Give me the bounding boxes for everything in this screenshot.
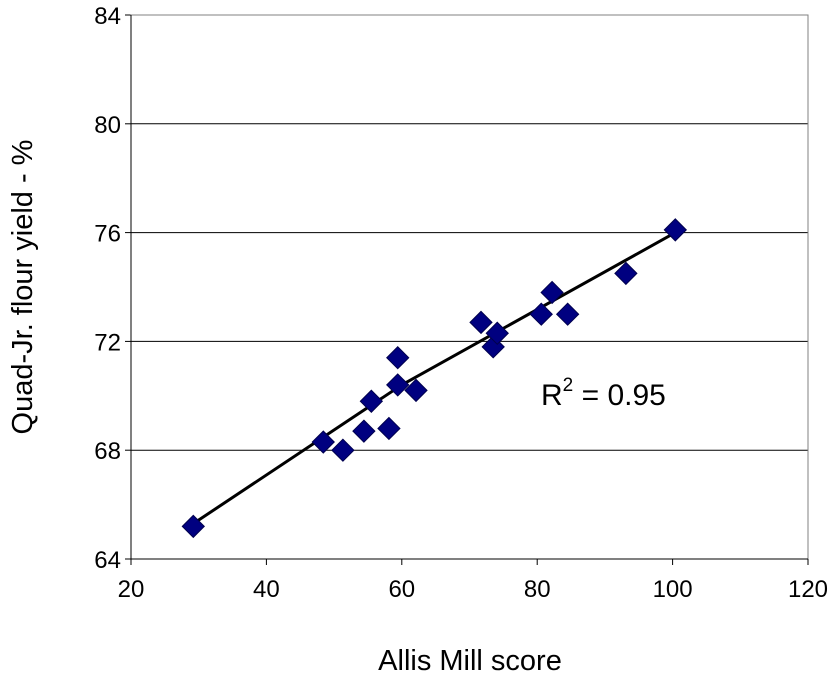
data-point [386, 346, 410, 370]
r-squared-annotation: R2 = 0.95 [541, 375, 666, 412]
y-tick-label: 68 [94, 438, 121, 465]
y-axis-title: Quad-Jr. flour yield - % [7, 140, 39, 435]
data-point [386, 373, 410, 397]
data-point [311, 430, 335, 454]
data-point [331, 438, 355, 462]
data-point [404, 378, 428, 403]
y-tick-label: 64 [94, 547, 121, 574]
data-point [181, 514, 205, 539]
x-tick-label: 100 [653, 576, 693, 603]
data-point [555, 302, 580, 326]
data-point [540, 280, 564, 305]
x-axis-title: Allis Mill score [378, 645, 562, 677]
y-tick-label: 72 [94, 329, 121, 356]
annotation-base: R [541, 379, 563, 412]
x-tick-label: 80 [524, 576, 551, 603]
x-tick-label: 40 [253, 576, 280, 603]
data-point [359, 389, 384, 413]
data-point [377, 416, 401, 441]
data-point [469, 310, 493, 335]
x-tick-label: 20 [118, 576, 145, 603]
y-tick-label: 84 [94, 3, 121, 30]
data-point [663, 218, 688, 242]
data-point [485, 321, 509, 345]
annotation-rest: = 0.95 [573, 379, 666, 412]
data-point [614, 261, 638, 286]
annotation-sup: 2 [563, 375, 574, 396]
data-point [352, 419, 376, 443]
x-tick-label: 60 [388, 576, 415, 603]
data-point [529, 302, 553, 326]
y-tick-label: 76 [94, 221, 121, 248]
plot-border [130, 14, 809, 560]
y-tick-label: 80 [94, 112, 121, 139]
x-tick-label: 120 [788, 576, 828, 603]
